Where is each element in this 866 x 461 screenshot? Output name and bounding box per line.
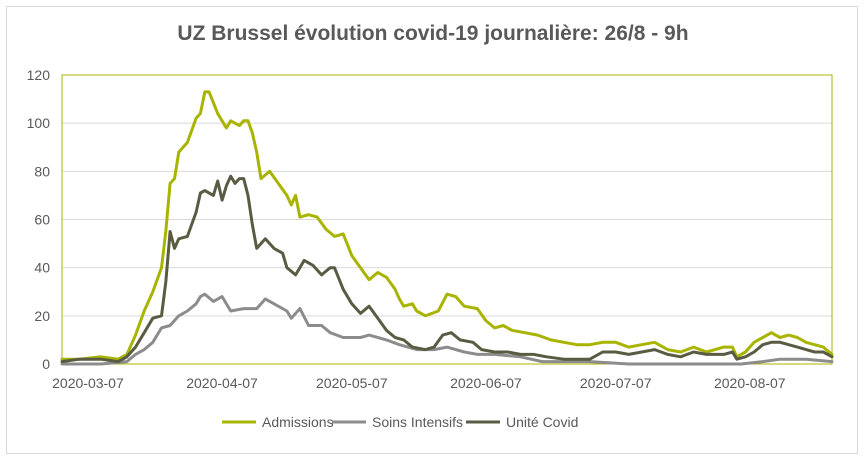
series-line [60, 174, 834, 364]
y-tick-label: 100 [27, 115, 51, 131]
y-axis: 0 20 40 60 80 100 120 [27, 67, 51, 372]
x-axis: 2020-03-07 2020-04-07 2020-05-07 2020-06-07… [52, 375, 786, 391]
x-tick-label: 2020-05-07 [316, 375, 388, 391]
legend-label: Unité Covid [506, 414, 578, 430]
y-tick-label: 120 [27, 67, 51, 83]
legend-item: Soins Intensifs [332, 414, 463, 430]
y-tick-label: 0 [42, 356, 50, 372]
series-line [60, 292, 834, 366]
y-tick-label: 20 [34, 308, 50, 324]
legend: Admissions Soins Intensifs Unité Covid [222, 414, 578, 430]
x-tick-label: 2020-04-07 [186, 375, 258, 391]
y-tick-label: 60 [34, 212, 50, 228]
legend-item: Admissions [222, 414, 334, 430]
x-tick-label: 2020-08-07 [714, 375, 786, 391]
gridlines [62, 122, 832, 317]
chart-title: UZ Brussel évolution covid-19 journalièr… [177, 22, 689, 45]
y-tick-label: 40 [34, 260, 50, 276]
x-tick-label: 2020-06-07 [450, 375, 522, 391]
legend-label: Admissions [262, 414, 334, 430]
legend-label: Soins Intensifs [372, 414, 463, 430]
series-line [60, 90, 834, 361]
y-tick-label: 80 [34, 163, 50, 179]
plot-area-border [61, 74, 833, 365]
chart-frame [6, 6, 858, 454]
x-tick-label: 2020-07-07 [580, 375, 652, 391]
series-lines [60, 90, 834, 366]
x-tick-label: 2020-03-07 [52, 375, 124, 391]
legend-item: Unité Covid [466, 414, 578, 430]
